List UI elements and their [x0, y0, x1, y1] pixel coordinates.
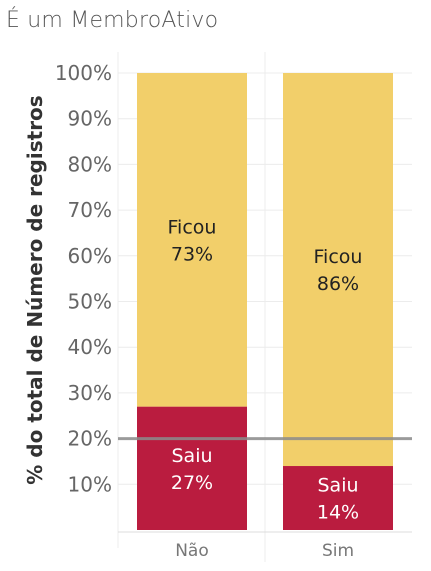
chart-title: É um MembroAtivo: [6, 8, 219, 33]
y-tick-label: 100%: [55, 61, 112, 85]
y-tick-label: 70%: [68, 198, 112, 222]
bars: [137, 73, 393, 530]
y-axis-label: % do total de Número de registros: [23, 95, 47, 484]
y-tick-label: 60%: [68, 244, 112, 268]
y-axis-ticks: 10% 20% 30% 40% 50% 60% 70% 80% 90% 100%: [55, 61, 112, 496]
axis-lines: [117, 52, 412, 562]
data-label: 73%: [171, 243, 213, 265]
x-tick-label: Sim: [322, 541, 354, 561]
data-label: Saiu: [171, 445, 212, 467]
y-tick-label: 30%: [68, 381, 112, 405]
x-tick-label: Não: [175, 541, 209, 561]
x-axis-ticks: Não Sim: [175, 541, 354, 561]
data-label: 14%: [317, 502, 359, 524]
data-label: 86%: [317, 273, 359, 295]
y-tick-label: 10%: [68, 472, 112, 496]
y-tick-label: 80%: [68, 152, 112, 176]
data-label: 27%: [171, 472, 213, 494]
data-label: Ficou: [314, 246, 363, 268]
bar-ficou-0: [137, 73, 247, 407]
data-label: Ficou: [168, 216, 217, 238]
y-tick-label: 50%: [68, 290, 112, 314]
data-label: Saiu: [317, 475, 358, 497]
bar-saiu-1: [283, 466, 393, 530]
bar-saiu-0: [137, 406, 247, 530]
data-labels: Saiu 27% Ficou 73% Saiu 14% Ficou 86%: [168, 216, 363, 523]
y-tick-label: 90%: [68, 107, 112, 131]
y-tick-label: 20%: [68, 427, 112, 451]
bar-ficou-1: [283, 73, 393, 467]
y-tick-label: 40%: [68, 335, 112, 359]
